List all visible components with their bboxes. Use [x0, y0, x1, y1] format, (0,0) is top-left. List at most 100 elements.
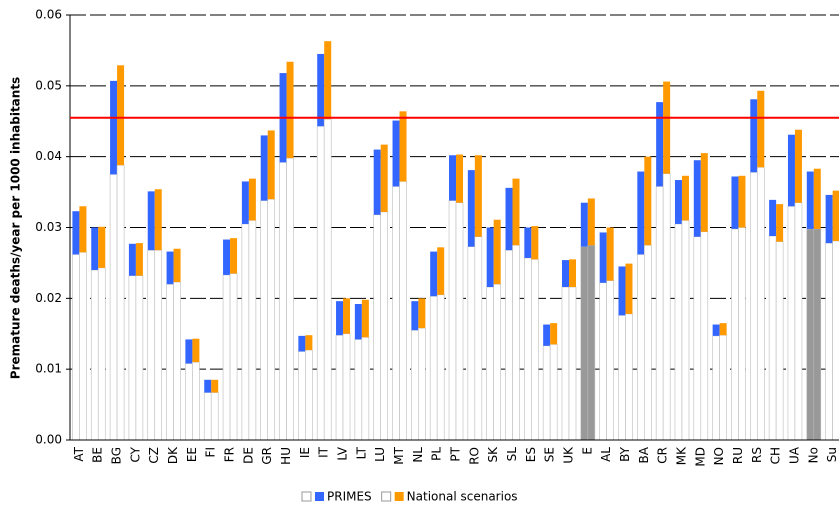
bar-base [580, 246, 589, 441]
y-tick-label: 0.03 [35, 220, 62, 234]
bar-base [436, 294, 445, 441]
bar-range [110, 80, 118, 175]
x-tick-label: Su [825, 447, 839, 462]
x-tick-label: MD [693, 447, 707, 467]
legend-base-swatch [301, 491, 312, 502]
bar-range [185, 339, 193, 364]
x-tick-label: LV [336, 446, 350, 460]
bar-range [260, 135, 268, 201]
bar-base [768, 235, 777, 441]
bar-range [211, 379, 219, 393]
x-tick-label: CR [656, 447, 670, 464]
bar-base [173, 281, 181, 441]
bar-base [542, 345, 551, 441]
bar-base [229, 273, 238, 441]
bar-base [493, 283, 501, 441]
x-tick-label: AL [599, 447, 613, 462]
bar-base [825, 242, 833, 441]
bar-range [493, 219, 501, 285]
bar-base [72, 254, 80, 441]
bar-range [354, 304, 362, 340]
x-tick-label: SL [505, 447, 519, 462]
x-tick-label: CZ [147, 447, 161, 464]
bar-base [241, 223, 250, 441]
bar-base [222, 274, 231, 441]
bar-base [267, 198, 276, 441]
bar-range [204, 379, 212, 393]
bar-range [286, 61, 294, 159]
bar-base [681, 220, 690, 441]
bar-range [467, 170, 475, 247]
bar-base [549, 344, 558, 441]
bar-base [116, 164, 125, 441]
bar-range [343, 298, 351, 334]
bar-range [700, 153, 708, 232]
bar-range [625, 263, 633, 314]
bar-range [787, 134, 795, 207]
x-tick-label: RS [750, 447, 764, 463]
x-tick-label: FI [204, 447, 218, 457]
bar-range [117, 65, 125, 166]
bar-range [776, 204, 784, 242]
bar-range [128, 243, 136, 276]
bar-range [474, 155, 482, 237]
bar-range [79, 206, 87, 253]
bar-base [599, 282, 607, 441]
bar-range [135, 243, 143, 276]
bar-base [286, 157, 294, 441]
bar-range [637, 171, 645, 255]
bar-base [203, 392, 212, 441]
bar-range [719, 323, 727, 336]
bar-base [380, 211, 388, 441]
bar-base [210, 392, 219, 441]
x-tick-label: LT [354, 446, 368, 459]
bar-base [832, 240, 839, 441]
bar-base [399, 181, 407, 441]
bar-range [430, 251, 438, 297]
x-tick-label: CY [128, 446, 142, 462]
x-tick-label: SE [543, 447, 557, 462]
bar-range [241, 181, 249, 224]
bar-range [580, 202, 588, 247]
bar-range [166, 251, 174, 285]
bar-base [662, 173, 671, 441]
bar-range [825, 194, 833, 244]
bar-base [524, 257, 532, 441]
bar-base [467, 246, 476, 441]
bar-base [813, 228, 822, 441]
bar-range [681, 175, 689, 221]
bar-base [806, 228, 815, 441]
x-tick-label: NL [411, 447, 425, 463]
y-tick-label: 0.02 [35, 291, 62, 305]
bar-range [456, 154, 464, 203]
bar-range [712, 324, 720, 336]
x-tick-label: SK [486, 446, 500, 463]
y-tick-label: 0.01 [35, 362, 62, 376]
bar-range [738, 175, 746, 228]
bar-range [550, 323, 558, 345]
x-tick-label: GR [260, 447, 274, 465]
x-tick-label: RO [467, 447, 481, 465]
bar-base [486, 286, 494, 441]
bar-base [606, 280, 614, 441]
bar-range [813, 168, 821, 229]
bar-base [298, 351, 306, 441]
bar-base [738, 227, 746, 441]
legend-swatch [315, 492, 324, 501]
bar-range [173, 248, 181, 283]
x-tick-label: DE [241, 447, 255, 464]
bar-range [392, 120, 400, 187]
bar-base [361, 336, 370, 441]
bar-base [505, 249, 513, 441]
bar-range [248, 178, 256, 221]
bar-range [769, 199, 777, 236]
x-tick-label: LU [373, 447, 387, 462]
bar-range [731, 176, 739, 229]
x-tick-label: IT [317, 446, 331, 458]
x-tick-label: BE [91, 447, 105, 463]
bar-base [135, 275, 144, 441]
bar-base [625, 313, 633, 441]
x-tick-label: PL [430, 447, 444, 461]
bar-base [693, 236, 702, 441]
